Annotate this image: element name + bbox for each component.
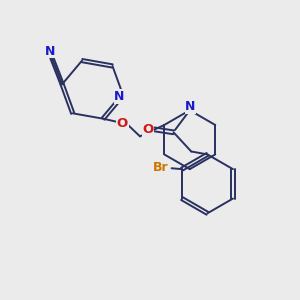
Text: Br: Br — [153, 161, 168, 174]
Text: N: N — [45, 45, 56, 58]
Text: N: N — [114, 90, 125, 103]
Text: O: O — [117, 117, 128, 130]
Text: N: N — [185, 100, 196, 113]
Text: O: O — [142, 123, 154, 136]
